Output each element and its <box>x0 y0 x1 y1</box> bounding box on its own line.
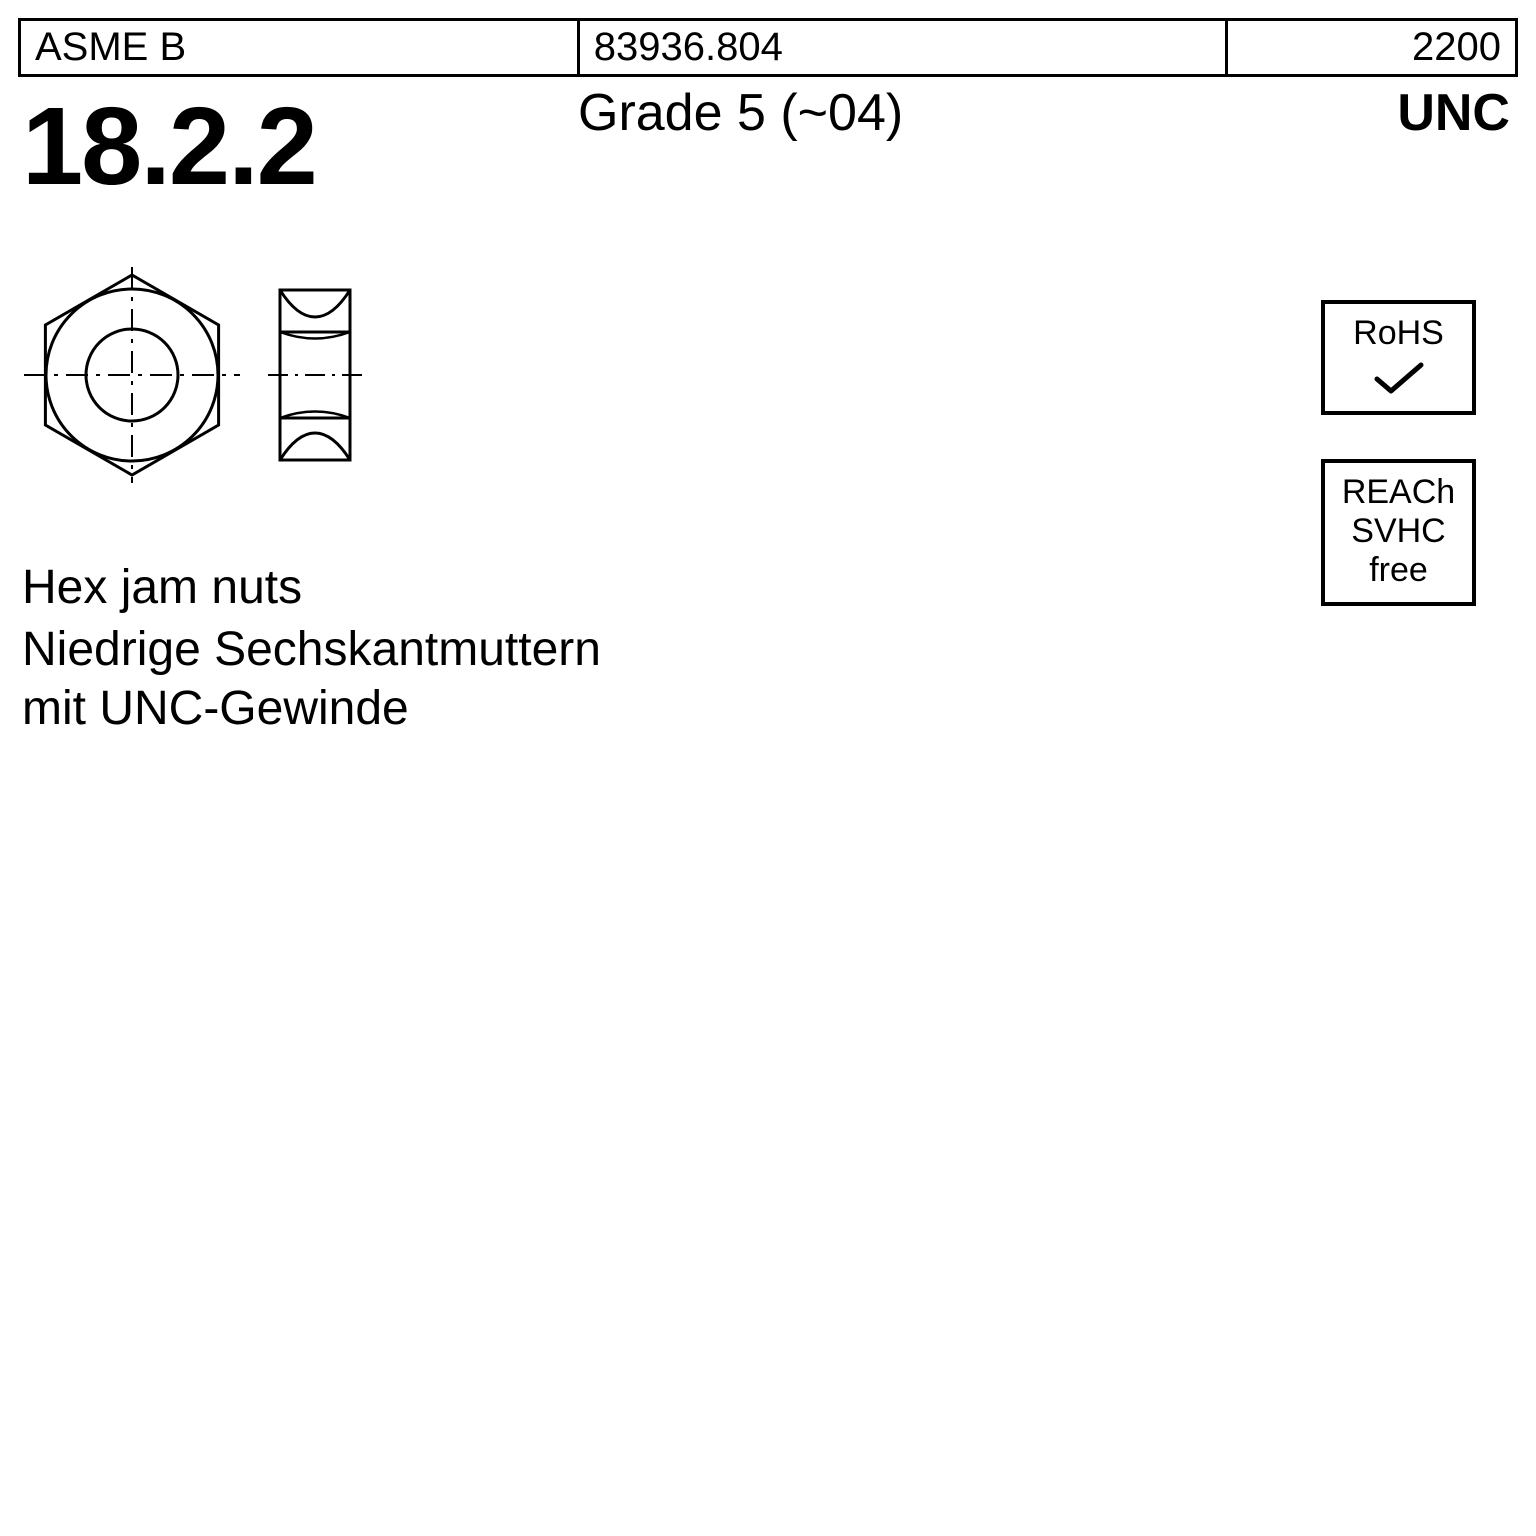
compliance-badges: RoHS REACh SVHC free <box>1321 300 1476 606</box>
title-block: Hex jam nuts Niedrige Sechskantmuttern m… <box>22 560 601 738</box>
header-cell-article: 83936.804 <box>578 20 1227 76</box>
title-english: Hex jam nuts <box>22 560 601 615</box>
title-german: Niedrige Sechskantmuttern mit UNC-Gewind… <box>22 621 601 738</box>
title-german-line1: Niedrige Sechskantmuttern <box>22 623 601 676</box>
rohs-badge: RoHS <box>1321 300 1476 415</box>
standard-number: 18.2.2 <box>22 83 316 210</box>
reach-line3: free <box>1369 551 1428 590</box>
reach-line1: REACh <box>1342 473 1455 512</box>
header-cell-standard: ASME B <box>20 20 579 76</box>
check-icon <box>1371 359 1427 399</box>
reach-line2: SVHC <box>1351 512 1445 551</box>
header-cell-code: 2200 <box>1227 20 1517 76</box>
reach-badge: REACh SVHC free <box>1321 459 1476 606</box>
header-table: ASME B 83936.804 2200 <box>18 18 1518 77</box>
title-german-line2: mit UNC-Gewinde <box>22 682 409 735</box>
thread-label: UNC <box>1397 83 1510 143</box>
grade-label: Grade 5 (~04) <box>578 83 903 143</box>
technical-drawing <box>22 260 382 495</box>
rohs-label: RoHS <box>1353 314 1444 353</box>
